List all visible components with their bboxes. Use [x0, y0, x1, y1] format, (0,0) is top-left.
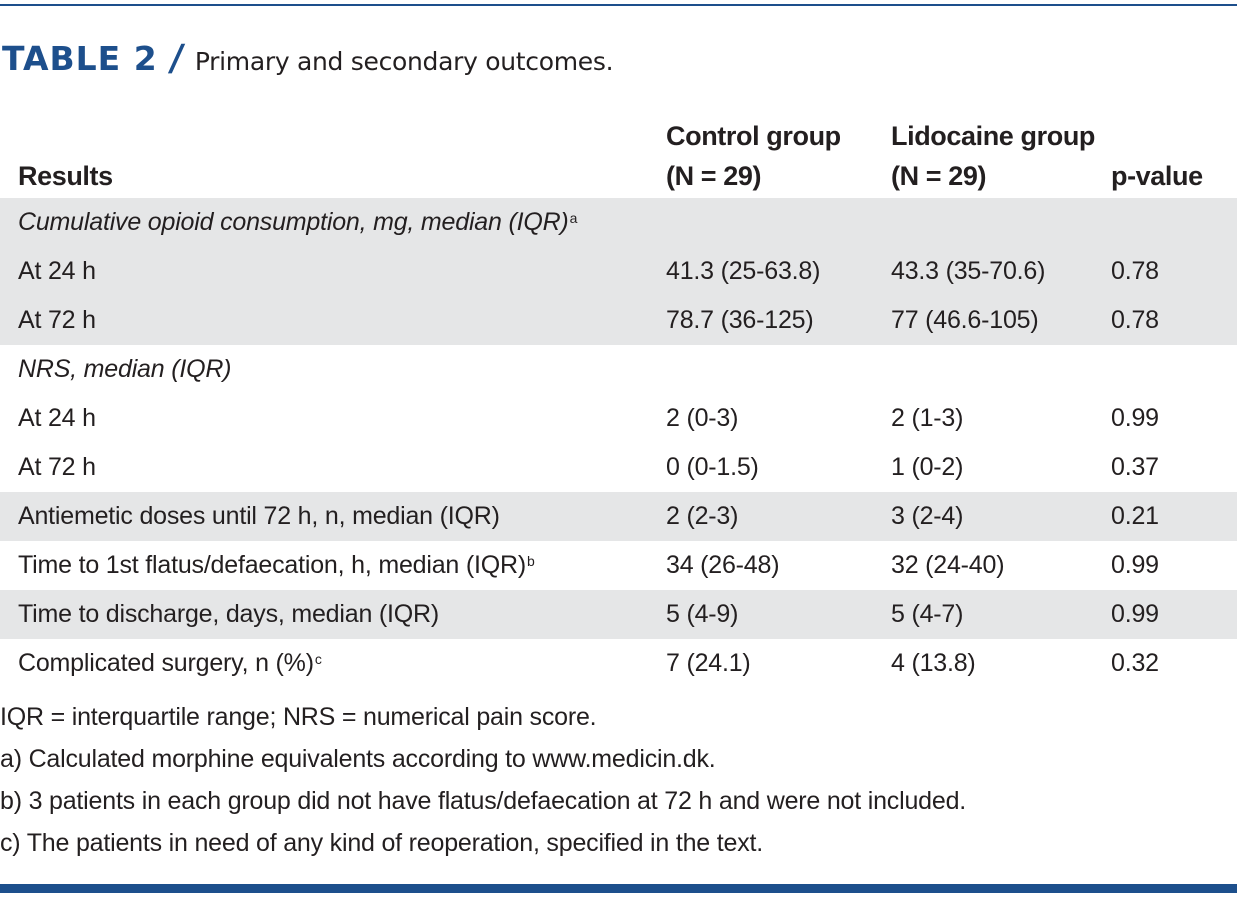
p-value: 0.78: [1111, 247, 1237, 296]
table-row: Antiemetic doses until 72 h, n, median (…: [0, 492, 1237, 541]
bottom-rule: [0, 884, 1237, 893]
header-lidocaine-group: Lidocaine group (N = 29): [891, 121, 1096, 191]
footnote-abbreviations: IQR = interquartile range; NRS = numeric…: [0, 703, 597, 731]
control-value: 5 (4-9): [666, 590, 891, 639]
table-row: At 24 h 41.3 (25-63.8) 43.3 (35-70.6) 0.…: [0, 247, 1237, 296]
row-label: Time to discharge, days, median (IQR): [0, 590, 666, 639]
control-value: [666, 345, 891, 394]
lidocaine-value: 32 (24-40): [891, 551, 1005, 579]
lidocaine-value: 4 (13.8): [891, 649, 976, 677]
table-row: Cumulative opioid consumption, mg, media…: [0, 198, 1237, 247]
footnote-b: b) 3 patients in each group did not have…: [0, 787, 967, 815]
table-title: Primary and secondary outcomes.: [194, 47, 614, 76]
table-footnotes: IQR = interquartile range; NRS = numeric…: [0, 696, 1237, 864]
lidocaine-value: 43.3 (35-70.6): [891, 247, 1111, 296]
lidocaine-value: 5 (4-7): [891, 590, 1111, 639]
footnote-c: c) The patients in need of any kind of r…: [0, 829, 763, 857]
table-row: Time to 1st flatus/defaecation, h, media…: [0, 541, 1237, 590]
lidocaine-value: 77 (46.6-105): [891, 296, 1111, 345]
table-number: TABLE 2: [2, 39, 158, 78]
row-label: At 72 h: [18, 453, 96, 481]
control-value: 2 (2-3): [666, 492, 891, 541]
row-label: At 24 h: [18, 404, 96, 432]
control-value: 0 (0-1.5): [666, 453, 759, 481]
lidocaine-value: [891, 345, 1111, 394]
header-control-group: Control group (N = 29): [666, 121, 841, 191]
table-row: At 24 h 2 (0-3) 2 (1-3) 0.99: [0, 394, 1237, 443]
p-value: 0.37: [1111, 453, 1159, 481]
row-label: Antiemetic doses until 72 h, n, median (…: [0, 492, 666, 541]
p-value: 0.99: [1111, 590, 1237, 639]
row-label: NRS, median (IQR): [18, 355, 232, 383]
table-row: NRS, median (IQR): [0, 345, 1237, 394]
row-label: At 72 h: [0, 296, 666, 345]
footnote-marker: a: [569, 210, 578, 226]
lidocaine-value: [891, 198, 1111, 247]
p-value: 0.99: [1111, 551, 1159, 579]
caption-separator: /: [166, 38, 186, 79]
lidocaine-value: 2 (1-3): [891, 404, 964, 432]
table-caption: TABLE 2 / Primary and secondary outcomes…: [2, 38, 614, 79]
control-value: [666, 198, 891, 247]
top-rule: [0, 4, 1237, 6]
outcomes-table: Results Control group (N = 29) Lidocaine …: [0, 104, 1237, 688]
control-value: 7 (24.1): [666, 649, 751, 677]
p-value: [1111, 345, 1237, 394]
row-label: Time to 1st flatus/defaecation, h, media…: [18, 551, 535, 579]
p-value: 0.32: [1111, 649, 1159, 677]
p-value: 0.99: [1111, 404, 1159, 432]
row-label: Cumulative opioid consumption, mg, media…: [0, 198, 666, 247]
header-p-value: p-value: [1111, 161, 1203, 191]
control-value: 2 (0-3): [666, 404, 739, 432]
table-row: Complicated surgery, n (%)c 7 (24.1) 4 (…: [0, 639, 1237, 688]
p-value: 0.21: [1111, 492, 1237, 541]
footnote-marker: c: [314, 651, 322, 667]
row-label: At 24 h: [0, 247, 666, 296]
p-value: 0.78: [1111, 296, 1237, 345]
lidocaine-value: 3 (2-4): [891, 492, 1111, 541]
control-value: 41.3 (25-63.8): [666, 247, 891, 296]
p-value: [1111, 198, 1237, 247]
footnote-marker: b: [526, 553, 535, 569]
lidocaine-value: 1 (0-2): [891, 453, 964, 481]
row-label: Complicated surgery, n (%)c: [18, 649, 322, 677]
header-row: Results Control group (N = 29) Lidocaine …: [0, 104, 1237, 198]
header-results: Results: [18, 161, 113, 191]
footnote-a: a) Calculated morphine equivalents accor…: [0, 745, 716, 773]
table-row: Time to discharge, days, median (IQR) 5 …: [0, 590, 1237, 639]
control-value: 34 (26-48): [666, 551, 780, 579]
table-row: At 72 h 78.7 (36-125) 77 (46.6-105) 0.78: [0, 296, 1237, 345]
control-value: 78.7 (36-125): [666, 296, 891, 345]
table-row: At 72 h 0 (0-1.5) 1 (0-2) 0.37: [0, 443, 1237, 492]
